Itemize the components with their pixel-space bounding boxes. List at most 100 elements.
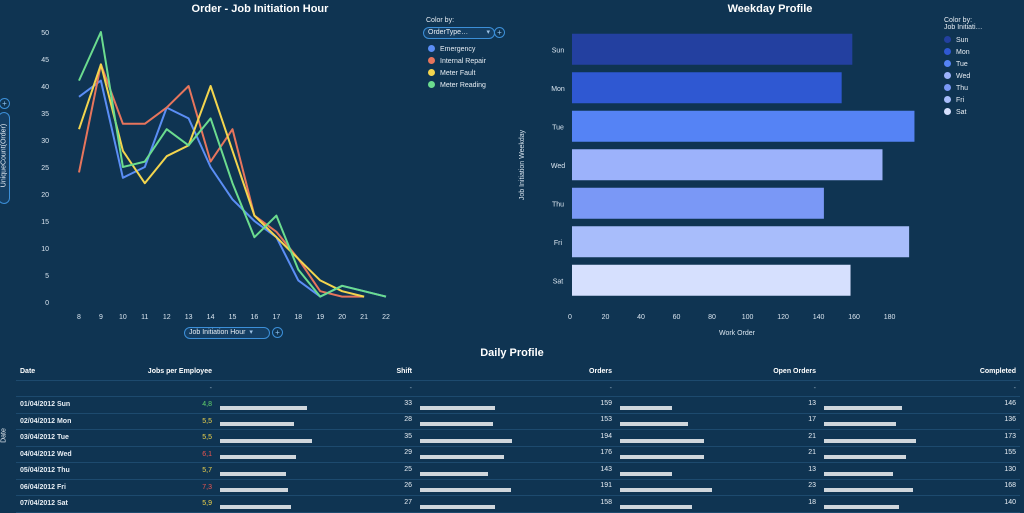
- x-tick-label: 13: [185, 314, 193, 321]
- y-tick-label: 25: [41, 165, 49, 172]
- jobs-per-employee-cell: 7,3: [111, 479, 216, 496]
- line-colorby-add-icon[interactable]: +: [494, 27, 505, 38]
- table-row[interactable]: 05/04/2012 Thu 5,7 25 143 13 130: [16, 462, 1020, 480]
- line-colorby-value: OrderType…: [428, 29, 469, 36]
- orders-bar: [420, 405, 496, 410]
- open-orders-cell: 13: [616, 396, 820, 414]
- x-tick-label: 8: [77, 314, 81, 321]
- x-tick-label: 17: [272, 314, 280, 321]
- x-tick-label: 20: [338, 314, 346, 321]
- open-orders-bar: [620, 488, 712, 493]
- legend-item-wed[interactable]: Wed: [944, 71, 983, 83]
- shift-value: 25: [404, 465, 412, 473]
- header-open-orders[interactable]: Open Orders: [616, 364, 820, 381]
- shift-value: 28: [404, 416, 412, 424]
- legend-item-mon[interactable]: Mon: [944, 47, 983, 59]
- summary-dash: -: [616, 380, 820, 397]
- shift-value: 35: [404, 432, 412, 440]
- legend-item-meter-fault[interactable]: Meter Fault: [428, 68, 486, 80]
- shift-bar: [220, 471, 286, 476]
- header-jobs-per-employee[interactable]: Jobs per Employee: [111, 364, 216, 381]
- header-shift[interactable]: Shift: [216, 364, 416, 381]
- orders-value: 191: [600, 482, 612, 490]
- open-orders-cell: 23: [616, 479, 820, 496]
- legend-label: Meter Fault: [440, 70, 476, 77]
- x-tick-label: 180: [884, 314, 896, 321]
- legend-swatch: [944, 84, 951, 91]
- shift-bar: [220, 438, 312, 443]
- x-tick-label: 10: [119, 314, 127, 321]
- jobs-per-employee-cell: 6,1: [111, 446, 216, 463]
- legend-label: Internal Repair: [440, 58, 486, 65]
- y-category-label: Fri: [554, 240, 563, 247]
- y-tick-label: 20: [41, 192, 49, 199]
- header-date[interactable]: Date: [16, 364, 111, 381]
- series-line-internal-repair: [78, 63, 365, 298]
- shift-bar: [220, 422, 294, 427]
- line-colorby-selector[interactable]: OrderType… ▾: [423, 27, 495, 39]
- legend-item-internal-repair[interactable]: Internal Repair: [428, 56, 486, 68]
- shift-cell: 29: [216, 446, 416, 463]
- x-axis-selector[interactable]: Job Initiation Hour ▾: [184, 327, 270, 339]
- y-tick-label: 40: [41, 84, 49, 91]
- table-row[interactable]: 02/04/2012 Mon 5,5 28 153 17 136: [16, 413, 1020, 430]
- legend-item-meter-reading[interactable]: Meter Reading: [428, 80, 486, 92]
- bar-chart-title: Weekday Profile: [727, 3, 813, 15]
- completed-cell: 173: [820, 429, 1020, 447]
- bar-thu: [572, 187, 824, 219]
- legend-item-fri[interactable]: Fri: [944, 95, 983, 107]
- legend-swatch: [944, 96, 951, 103]
- bar-chart: Sun Mon Tue Wed Thu Fri Sat 0 20 40 60 80 100 120 140 1…: [519, 33, 915, 337]
- legend-item-thu[interactable]: Thu: [944, 83, 983, 95]
- completed-bar: [824, 455, 907, 460]
- table-row[interactable]: 06/04/2012 Fri 7,3 26 191 23 168: [16, 479, 1020, 496]
- legend-label: Tue: [956, 61, 968, 68]
- header-completed[interactable]: Completed: [820, 364, 1020, 381]
- shift-cell: 25: [216, 462, 416, 480]
- y-category-label: Mon: [551, 86, 565, 93]
- x-tick-label: 18: [294, 314, 302, 321]
- date-cell: 03/04/2012 Tue: [16, 429, 111, 447]
- x-tick-label: 100: [742, 314, 754, 321]
- table-row[interactable]: 03/04/2012 Tue 5,5 35 194 21 173: [16, 429, 1020, 447]
- completed-bar: [824, 438, 916, 443]
- orders-value: 194: [600, 432, 612, 440]
- y-axis-selector[interactable]: UniqueCount(Order): [0, 112, 10, 204]
- table-row[interactable]: 07/04/2012 Sat 5,9 27 158 18 140: [16, 495, 1020, 513]
- shift-value: 29: [404, 449, 412, 457]
- y-axis-add-icon[interactable]: +: [0, 98, 10, 109]
- x-tick-label: 20: [602, 314, 610, 321]
- open-orders-cell: 21: [616, 446, 820, 463]
- shift-bar: [220, 488, 289, 493]
- legend-item-sun[interactable]: Sun: [944, 35, 983, 47]
- legend-item-sat[interactable]: Sat: [944, 107, 983, 119]
- x-tick-label: 21: [360, 314, 368, 321]
- bar-wed: [572, 149, 883, 181]
- header-orders[interactable]: Orders: [416, 364, 616, 381]
- x-tick-label: 22: [382, 314, 390, 321]
- bar-legend-colorby-value[interactable]: Job Initiati…: [944, 24, 983, 31]
- series-line-meter-reading: [78, 31, 387, 298]
- completed-bar: [824, 422, 897, 427]
- x-tick-label: 14: [207, 314, 215, 321]
- legend-label: Emergency: [440, 46, 476, 53]
- legend-item-emergency[interactable]: Emergency: [428, 44, 486, 56]
- completed-cell: 136: [820, 413, 1020, 430]
- x-tick-label: 9: [99, 314, 103, 321]
- orders-value: 158: [600, 498, 612, 506]
- summary-dash: -: [820, 380, 1020, 397]
- table-row[interactable]: 01/04/2012 Sun 4,8 33 159 13 146: [16, 396, 1020, 414]
- orders-cell: 194: [416, 429, 616, 447]
- y-category-label: Thu: [552, 201, 564, 208]
- orders-bar: [420, 422, 493, 427]
- legend-item-tue[interactable]: Tue: [944, 59, 983, 71]
- chevron-down-icon: ▾: [486, 29, 490, 36]
- x-axis-add-icon[interactable]: +: [272, 327, 283, 338]
- completed-value: 168: [1004, 482, 1016, 490]
- table-row[interactable]: 04/04/2012 Wed 6,1 29 176 21 155: [16, 446, 1020, 463]
- orders-cell: 153: [416, 413, 616, 430]
- bar-legend-colorby-label: Color by:: [944, 17, 973, 24]
- legend-swatch: [428, 81, 435, 88]
- x-tick-label: 60: [673, 314, 681, 321]
- legend-label: Mon: [956, 49, 970, 56]
